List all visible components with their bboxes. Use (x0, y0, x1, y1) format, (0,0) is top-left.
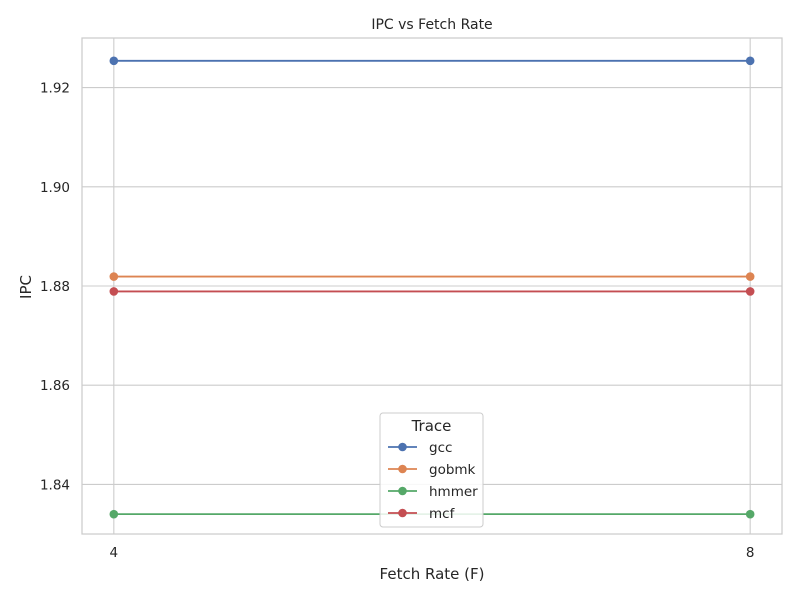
data-point-gcc (109, 56, 119, 66)
y-tick-label: 1.84 (40, 477, 70, 493)
y-tick-label: 1.90 (40, 180, 70, 196)
legend-title: Trace (411, 417, 452, 435)
legend-marker-hmmer (398, 486, 407, 496)
data-point-hmmer (745, 509, 755, 519)
legend-marker-gobmk (398, 464, 407, 474)
legend: Trace gcc gobmk hmmer mcf (379, 412, 484, 528)
legend-marker-mcf (398, 508, 407, 518)
y-tick-label: 1.86 (40, 378, 70, 394)
x-axis-label: Fetch Rate (F) (380, 565, 485, 583)
data-point-gcc (745, 56, 755, 66)
x-tick-label: 8 (746, 545, 755, 561)
plot-frame (81, 37, 783, 535)
legend-label-mcf: mcf (429, 506, 456, 522)
grid (82, 38, 782, 534)
series-layer (109, 56, 755, 519)
data-point-hmmer (109, 509, 119, 519)
y-axis-label: IPC (17, 275, 35, 299)
legend-box (379, 412, 484, 528)
data-point-gobmk (745, 272, 755, 281)
legend-label-gobmk: gobmk (429, 462, 476, 478)
data-point-mcf (109, 287, 119, 296)
legend-label-hmmer: hmmer (429, 484, 478, 500)
data-point-gobmk (109, 272, 119, 281)
legend-marker-gcc (398, 442, 407, 452)
tick-labels: 1.84 1.86 1.88 1.90 1.92 4 8 (40, 81, 755, 561)
data-point-mcf (745, 287, 755, 296)
y-tick-label: 1.92 (40, 81, 70, 97)
chart-title: IPC vs Fetch Rate (371, 17, 492, 33)
legend-label-gcc: gcc (429, 440, 452, 456)
x-tick-label: 4 (110, 545, 119, 561)
y-tick-label: 1.88 (40, 279, 70, 295)
